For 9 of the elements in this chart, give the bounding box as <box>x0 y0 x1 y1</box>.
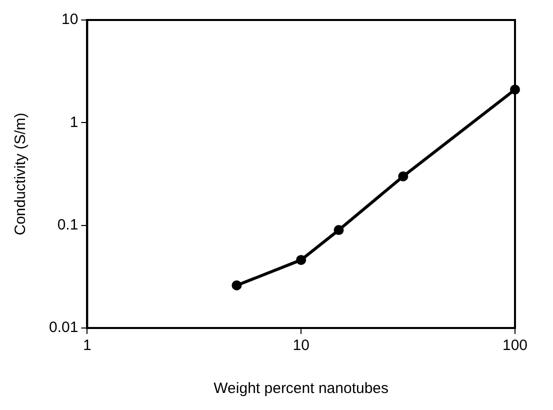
x-tick-label: 10 <box>292 337 310 354</box>
x-tick-label: 1 <box>83 337 92 354</box>
x-tick-label: 100 <box>502 337 528 354</box>
y-tick-label: 0.1 <box>57 216 78 234</box>
y-tick-label: 0.01 <box>48 319 78 336</box>
x-axis-title: Weight percent nanotubes <box>214 380 389 398</box>
y-axis-title: Conductivity (S/m) <box>12 112 30 236</box>
y-tick-label: 10 <box>62 11 78 28</box>
y-tick-label: 1 <box>70 114 78 131</box>
